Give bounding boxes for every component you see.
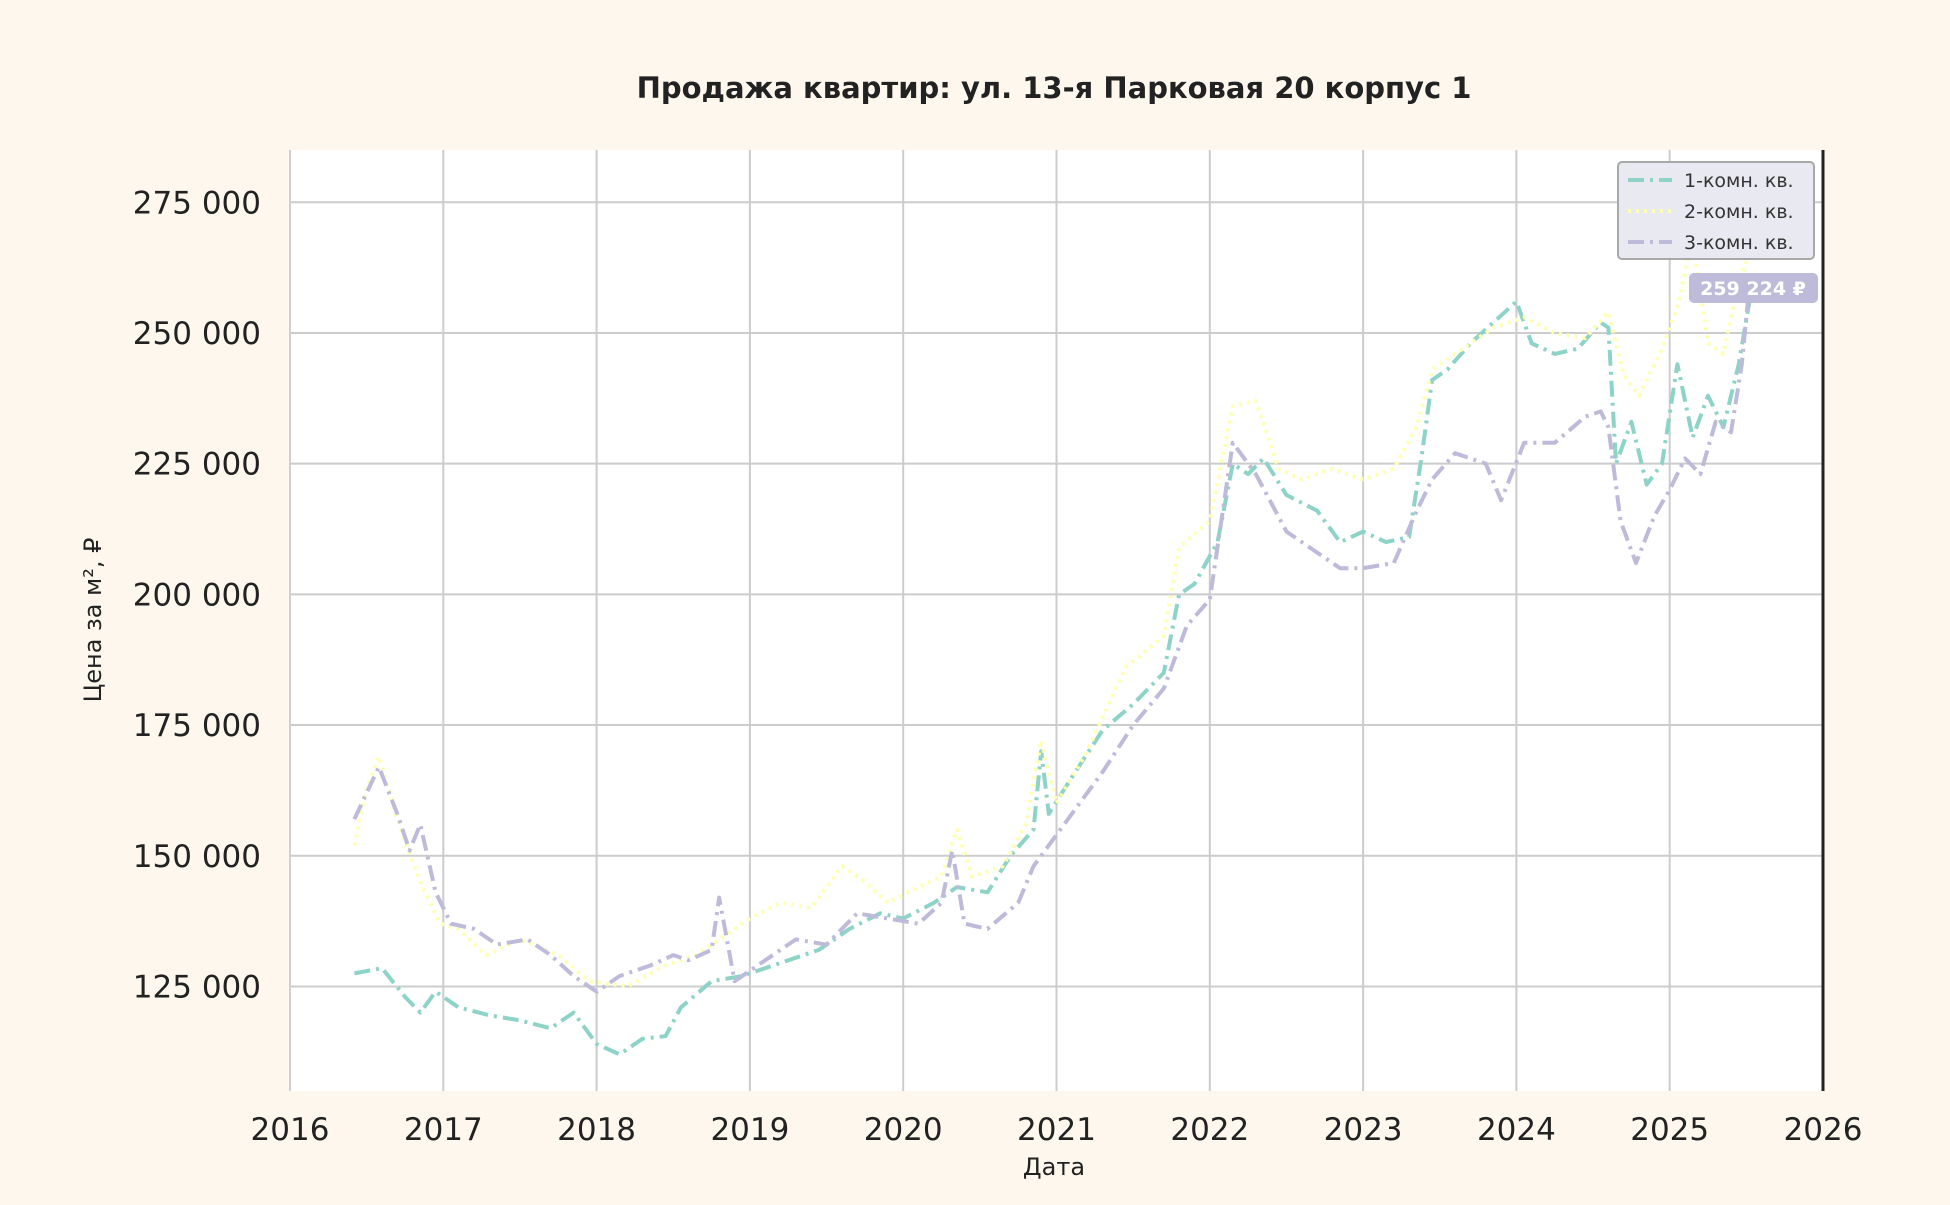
y-axis-label: Цена за м², ₽ xyxy=(79,538,107,703)
chart-title: Продажа квартир: ул. 13-я Парковая 20 ко… xyxy=(637,71,1472,105)
y-tick-label: 200 000 xyxy=(133,577,261,613)
x-tick-label: 2022 xyxy=(1170,1112,1249,1148)
legend: 1-комн. кв. 2-комн. кв. 3-комн. кв. xyxy=(1617,161,1815,260)
series-line-2 xyxy=(352,236,1752,989)
legend-label: 3-комн. кв. xyxy=(1684,232,1794,254)
last-price-annotation: 259 224 ₽ xyxy=(1689,273,1818,303)
legend-entries: 1-комн. кв. 2-комн. кв. 3-комн. кв. xyxy=(1628,170,1794,254)
series-line-3 xyxy=(352,284,1752,994)
y-tick-label: 150 000 xyxy=(133,839,261,875)
x-tick-label: 2026 xyxy=(1784,1112,1863,1148)
x-axis-ticks: 2016 2017 2018 2019 2020 2021 2022 2023 2024 2025… xyxy=(251,1112,1863,1148)
x-tick-label: 2016 xyxy=(251,1112,330,1148)
annotation-badge xyxy=(1689,273,1818,303)
x-tick-label: 2018 xyxy=(557,1112,636,1148)
x-tick-label: 2020 xyxy=(864,1112,943,1148)
x-tick-label: 2024 xyxy=(1477,1112,1556,1148)
x-tick-label: 2019 xyxy=(710,1112,789,1148)
annotation-text: 259 224 ₽ xyxy=(1700,278,1806,300)
x-tick-label: 2021 xyxy=(1017,1112,1096,1148)
y-tick-label: 175 000 xyxy=(133,708,261,744)
y-tick-label: 250 000 xyxy=(133,316,261,352)
series-lines xyxy=(352,236,1752,1057)
legend-box xyxy=(1617,161,1815,260)
x-tick-label: 2023 xyxy=(1324,1112,1403,1148)
y-tick-label: 125 000 xyxy=(133,969,261,1005)
x-tick-label: 2025 xyxy=(1630,1112,1709,1148)
legend-label: 2-комн. кв. xyxy=(1684,201,1794,223)
series-line-1 xyxy=(354,299,1752,1057)
x-tick-label: 2017 xyxy=(404,1112,483,1148)
y-axis-ticks: 125 000 150 000 175 000 200 000 225 000 250 0… xyxy=(133,185,261,1005)
x-axis-label: Дата xyxy=(1023,1153,1085,1181)
y-tick-label: 225 000 xyxy=(133,447,261,483)
legend-label: 1-комн. кв. xyxy=(1684,170,1794,192)
y-tick-label: 275 000 xyxy=(133,185,261,221)
